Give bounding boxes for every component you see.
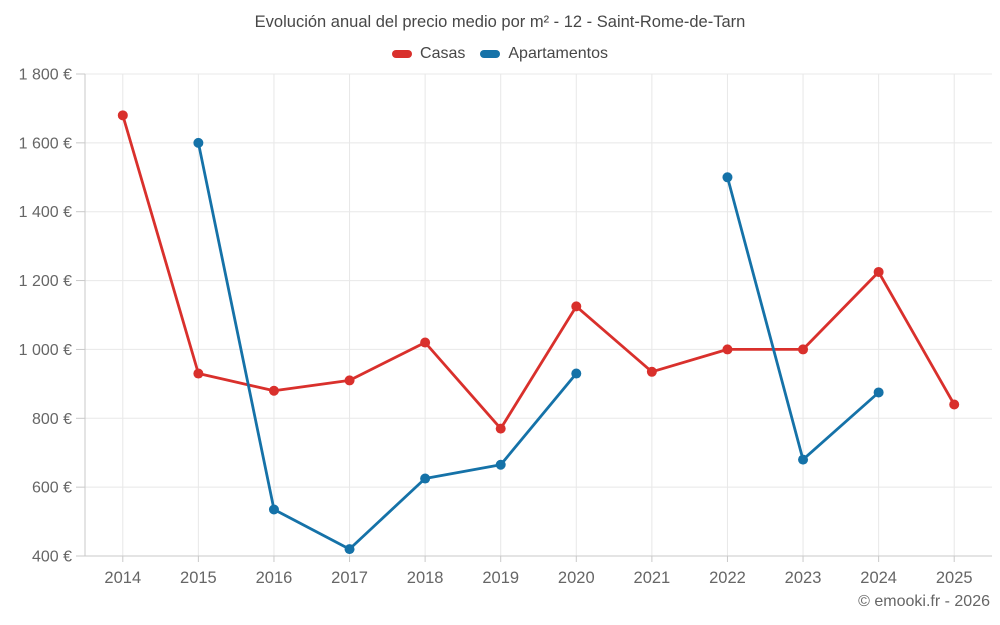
data-point-casas-2018 xyxy=(420,337,431,348)
y-axis-label: 1 200 € xyxy=(19,273,72,290)
data-point-casas-2023 xyxy=(798,344,809,355)
x-axis-label: 2020 xyxy=(558,569,595,587)
data-point-apartamentos-2015 xyxy=(193,137,204,148)
x-axis-label: 2021 xyxy=(634,569,671,587)
legend-swatch-casas-icon xyxy=(392,50,413,58)
x-axis-label: 2019 xyxy=(482,569,519,587)
data-point-apartamentos-2023 xyxy=(798,454,809,465)
x-axis-label: 2025 xyxy=(936,569,973,587)
data-point-casas-2014 xyxy=(117,110,128,121)
series-line-casas xyxy=(121,113,956,431)
data-point-casas-2015 xyxy=(193,368,204,379)
copyright-footer: © emooki.fr - 2026 xyxy=(858,593,990,610)
data-point-apartamentos-2018 xyxy=(420,473,431,484)
legend-label-casas: Casas xyxy=(420,45,466,62)
y-axis-label: 1 400 € xyxy=(19,204,72,221)
data-point-casas-2016 xyxy=(268,385,279,396)
series-line-apartamentos xyxy=(196,141,578,551)
x-axis-label: 2014 xyxy=(104,569,141,587)
data-point-casas-2024 xyxy=(873,266,884,277)
data-point-apartamentos-2019 xyxy=(495,459,506,470)
data-point-casas-2021 xyxy=(646,366,657,377)
x-axis-label: 2017 xyxy=(331,569,368,587)
y-axis-label: 1 600 € xyxy=(19,135,72,152)
x-axis-label: 2022 xyxy=(709,569,746,587)
legend-label-apartamentos: Apartamentos xyxy=(508,45,608,62)
data-point-casas-2025 xyxy=(949,399,960,410)
data-point-apartamentos-2020 xyxy=(571,368,582,379)
legend: Casas Apartamentos xyxy=(0,45,1000,63)
y-axis-label: 1 800 € xyxy=(19,67,72,84)
y-axis-label: 400 € xyxy=(32,549,72,566)
data-point-casas-2019 xyxy=(495,423,506,434)
data-point-apartamentos-2022 xyxy=(722,172,733,183)
data-point-casas-2022 xyxy=(722,344,733,355)
x-axis-label: 2016 xyxy=(256,569,293,587)
x-axis-label: 2023 xyxy=(785,569,822,587)
x-axis-label: 2018 xyxy=(407,569,444,587)
data-point-casas-2020 xyxy=(571,301,582,312)
x-axis-label: 2015 xyxy=(180,569,217,587)
y-axis-label: 600 € xyxy=(32,480,72,497)
legend-item-casas[interactable]: Casas xyxy=(392,45,465,63)
data-point-apartamentos-2017 xyxy=(344,544,355,555)
data-point-casas-2017 xyxy=(344,375,355,386)
legend-swatch-apartamentos-icon xyxy=(480,50,501,58)
legend-item-apartamentos[interactable]: Apartamentos xyxy=(480,45,608,63)
y-axis-label: 1 000 € xyxy=(19,342,72,359)
x-axis-label: 2024 xyxy=(860,569,897,587)
chart-title: Evolución anual del precio medio por m² … xyxy=(254,13,746,31)
y-axis-label: 800 € xyxy=(32,411,72,428)
data-point-apartamentos-2016 xyxy=(268,504,279,515)
data-point-apartamentos-2024 xyxy=(873,387,884,398)
